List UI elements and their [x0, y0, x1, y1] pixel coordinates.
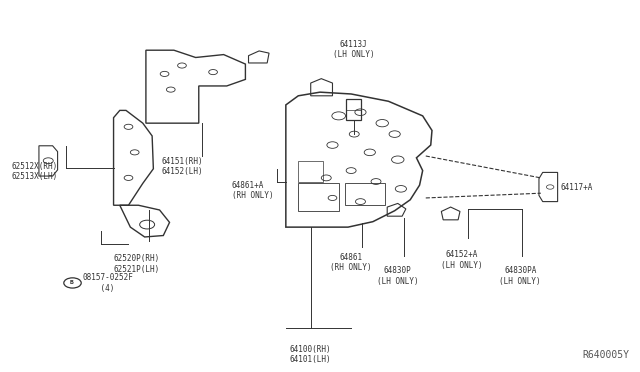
- Bar: [298, 161, 323, 182]
- Text: 64100(RH)
64101(LH): 64100(RH) 64101(LH): [289, 345, 331, 364]
- Text: 62520P(RH)
62521P(LH): 62520P(RH) 62521P(LH): [113, 254, 160, 274]
- Text: 64861
(RH ONLY): 64861 (RH ONLY): [330, 253, 372, 272]
- Text: 64830P
(LH ONLY): 64830P (LH ONLY): [377, 266, 419, 286]
- Text: 08157-0252F
    (4): 08157-0252F (4): [83, 273, 133, 293]
- Text: 62512X(RH)
62513X(LH): 62512X(RH) 62513X(LH): [12, 161, 58, 181]
- Text: 64113J
(LH ONLY): 64113J (LH ONLY): [333, 40, 374, 59]
- Bar: [345, 183, 385, 205]
- Text: 64117+A: 64117+A: [560, 183, 593, 192]
- Text: 64830PA
(LH ONLY): 64830PA (LH ONLY): [499, 266, 541, 286]
- Text: 64151(RH)
64152(LH): 64151(RH) 64152(LH): [161, 157, 203, 176]
- Text: R640005Y: R640005Y: [583, 350, 630, 360]
- Bar: [346, 99, 361, 119]
- Text: 64152+A
(LH ONLY): 64152+A (LH ONLY): [441, 250, 483, 270]
- Bar: [298, 183, 339, 211]
- Text: B: B: [70, 280, 74, 285]
- Text: 64861+A
(RH ONLY): 64861+A (RH ONLY): [232, 181, 273, 200]
